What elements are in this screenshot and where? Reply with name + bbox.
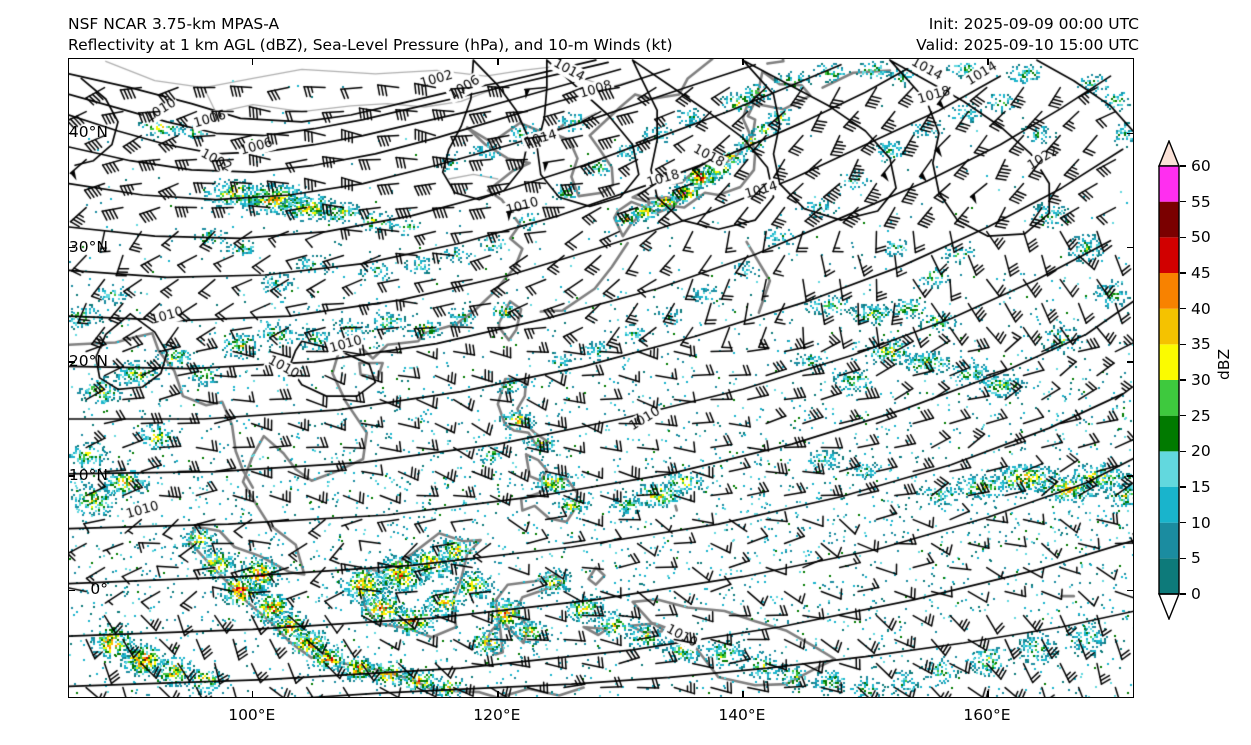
colorbar-tick bbox=[1180, 486, 1186, 488]
colorbar-band bbox=[1159, 415, 1179, 452]
colorbar-tick-label: 5 bbox=[1191, 549, 1201, 568]
colorbar-tick bbox=[1180, 557, 1186, 560]
lat-tick bbox=[69, 132, 75, 134]
colorbar: 60 55 50 45 40 35 30 25 20 15 10 5 0 bbox=[1158, 140, 1211, 620]
valid-time-label: Valid: 2025-09-10 15:00 UTC bbox=[916, 36, 1139, 54]
colorbar-band bbox=[1159, 558, 1179, 594]
model-title: NSF NCAR 3.75-km MPAS-A bbox=[68, 15, 280, 33]
colorbar-tick-label: 35 bbox=[1191, 335, 1211, 354]
lon-tick bbox=[497, 691, 499, 697]
colorbar-tick-label: 40 bbox=[1191, 299, 1211, 318]
colorbar-axis-label: dBZ bbox=[1215, 348, 1233, 380]
lon-tick bbox=[497, 59, 499, 65]
colorbar-tick bbox=[1180, 165, 1186, 167]
lon-tick-label: 160°E bbox=[963, 706, 1011, 724]
colorbar-tick-label: 0 bbox=[1191, 585, 1201, 603]
colorbar-band bbox=[1159, 308, 1179, 345]
colorbar-tick bbox=[1180, 521, 1186, 524]
colorbar-tick-label: 60 bbox=[1191, 157, 1211, 175]
colorbar-band bbox=[1159, 451, 1179, 487]
colorbar-band bbox=[1159, 522, 1179, 559]
lat-tick bbox=[1127, 246, 1133, 249]
colorbar-gradient bbox=[1158, 140, 1180, 620]
lat-tick bbox=[69, 589, 75, 592]
colorbar-tick bbox=[1180, 343, 1186, 346]
map-figure bbox=[68, 58, 1134, 698]
colorbar-tick-label: 15 bbox=[1191, 478, 1211, 496]
colorbar-tick bbox=[1180, 450, 1186, 453]
colorbar-tick-label: 55 bbox=[1191, 192, 1211, 211]
lat-tick bbox=[69, 361, 75, 363]
colorbar-tick-label: 25 bbox=[1191, 406, 1211, 425]
colorbar-tick bbox=[1180, 200, 1186, 203]
field-description: Reflectivity at 1 km AGL (dBZ), Sea-Leve… bbox=[68, 36, 673, 54]
colorbar-tick-label: 10 bbox=[1191, 513, 1211, 532]
colorbar-outline bbox=[1158, 165, 1180, 595]
colorbar-tick bbox=[1180, 236, 1186, 239]
lat-tick-label: 30°N bbox=[68, 237, 108, 256]
lon-tick bbox=[252, 691, 254, 697]
colorbar-band bbox=[1159, 380, 1179, 416]
colorbar-band bbox=[1159, 166, 1179, 202]
colorbar-band bbox=[1159, 487, 1179, 523]
colorbar-tick bbox=[1180, 379, 1186, 381]
colorbar-tick-label: 50 bbox=[1191, 228, 1211, 247]
header-left-block: NSF NCAR 3.75-km MPAS-A Reflectivity at … bbox=[68, 14, 673, 56]
colorbar-tick-label: 45 bbox=[1191, 264, 1211, 282]
lat-tick-label: 0° bbox=[90, 580, 108, 599]
colorbar-band bbox=[1159, 237, 1179, 273]
init-time-label: Init: 2025-09-09 00:00 UTC bbox=[928, 15, 1139, 33]
colorbar-band bbox=[1159, 344, 1179, 380]
lat-tick-label: 10°N bbox=[68, 466, 108, 485]
lon-tick-label: 140°E bbox=[718, 706, 766, 724]
colorbar-under-arrow bbox=[1158, 593, 1180, 620]
lon-tick-label: 100°E bbox=[228, 706, 276, 724]
lon-tick-label: 120°E bbox=[473, 706, 521, 724]
map-plot-frame bbox=[68, 58, 1134, 698]
lon-tick bbox=[742, 691, 744, 697]
lat-tick-label: 20°N bbox=[68, 351, 108, 370]
lon-tick bbox=[742, 59, 744, 65]
lat-tick bbox=[1127, 475, 1133, 477]
header-right-block: Init: 2025-09-09 00:00 UTC Valid: 2025-0… bbox=[916, 14, 1139, 56]
reflectivity-map-canvas bbox=[69, 59, 1133, 697]
lat-tick bbox=[69, 475, 75, 477]
lon-tick bbox=[252, 59, 254, 65]
lat-tick bbox=[1127, 589, 1133, 592]
lat-tick bbox=[69, 246, 75, 249]
colorbar-tick bbox=[1180, 414, 1186, 417]
colorbar-tick bbox=[1180, 593, 1186, 595]
lat-tick bbox=[1127, 361, 1133, 363]
lon-tick bbox=[987, 59, 989, 65]
colorbar-tick-label: 20 bbox=[1191, 442, 1211, 461]
lat-tick-label: 40°N bbox=[68, 123, 108, 142]
colorbar-tick bbox=[1180, 272, 1186, 274]
lat-tick bbox=[1127, 132, 1133, 134]
colorbar-band bbox=[1159, 201, 1179, 238]
colorbar-band bbox=[1159, 273, 1179, 309]
colorbar-tick bbox=[1180, 307, 1186, 310]
colorbar-tick-label: 30 bbox=[1191, 371, 1211, 389]
colorbar-over-arrow bbox=[1158, 140, 1180, 167]
lon-tick bbox=[987, 691, 989, 697]
